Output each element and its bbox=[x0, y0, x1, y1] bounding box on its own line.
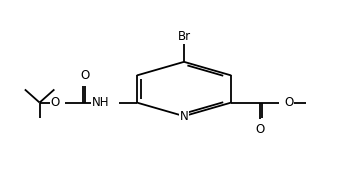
Text: N: N bbox=[179, 110, 188, 123]
Text: O: O bbox=[255, 123, 264, 136]
Text: NH: NH bbox=[92, 96, 109, 109]
Text: O: O bbox=[81, 69, 90, 82]
Text: Br: Br bbox=[177, 30, 190, 43]
Text: O: O bbox=[50, 96, 59, 109]
Text: O: O bbox=[284, 96, 293, 109]
